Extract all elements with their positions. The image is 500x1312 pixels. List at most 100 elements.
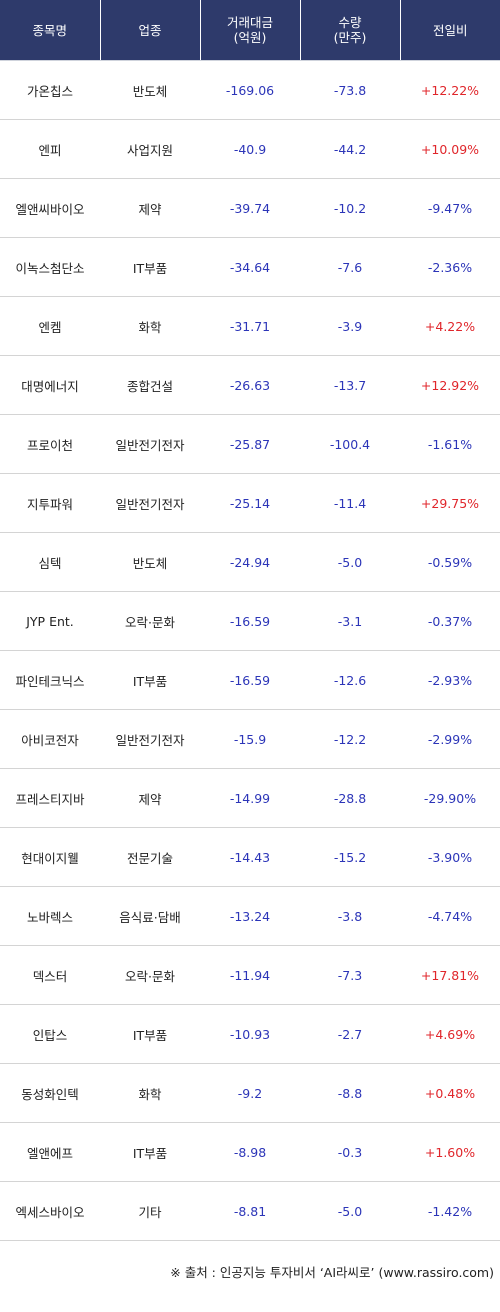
cell-change: -0.37% [400, 591, 500, 651]
cell-change: +10.09% [400, 119, 500, 179]
header-amount: 거래대금 (억원) [200, 0, 301, 61]
cell-sector: 전문기술 [100, 827, 200, 887]
cell-name: 엔켐 [0, 296, 100, 356]
cell-change: -2.36% [400, 237, 500, 297]
cell-volume: -3.9 [300, 296, 400, 356]
cell-amount: -16.59 [200, 591, 300, 651]
cell-amount: -26.63 [200, 355, 300, 415]
cell-change: -29.90% [400, 768, 500, 828]
table-row: 프로이천 일반전기전자 -25.87 -100.4 -1.61% [0, 414, 500, 474]
cell-sector: 제약 [100, 178, 200, 238]
cell-sector: 화학 [100, 1063, 200, 1123]
cell-sector: 반도체 [100, 60, 200, 120]
cell-change: -2.93% [400, 650, 500, 710]
cell-amount: -31.71 [200, 296, 300, 356]
table-row: 대명에너지 종합건설 -26.63 -13.7 +12.92% [0, 355, 500, 415]
cell-volume: -44.2 [300, 119, 400, 179]
header-sector: 업종 [100, 0, 201, 61]
cell-change: +1.60% [400, 1122, 500, 1182]
cell-change: -0.59% [400, 532, 500, 592]
cell-change: -4.74% [400, 886, 500, 946]
table-row: 덱스터 오락·문화 -11.94 -7.3 +17.81% [0, 945, 500, 1005]
cell-name: JYP Ent. [0, 591, 100, 651]
cell-volume: -10.2 [300, 178, 400, 238]
cell-sector: IT부품 [100, 237, 200, 297]
cell-sector: 반도체 [100, 532, 200, 592]
cell-amount: -16.59 [200, 650, 300, 710]
cell-name: 이녹스첨단소 [0, 237, 100, 297]
cell-amount: -8.98 [200, 1122, 300, 1182]
cell-sector: 사업지원 [100, 119, 200, 179]
table-row: 엔피 사업지원 -40.9 -44.2 +10.09% [0, 119, 500, 179]
table-row: 동성화인텍 화학 -9.2 -8.8 +0.48% [0, 1063, 500, 1123]
header-name: 종목명 [0, 0, 101, 61]
cell-change: -3.90% [400, 827, 500, 887]
header-volume-label: 수량 [338, 15, 362, 30]
cell-change: +4.22% [400, 296, 500, 356]
cell-change: +12.92% [400, 355, 500, 415]
header-row: 종목명 업종 거래대금 (억원) 수량 (만주) 전일비 [0, 0, 500, 61]
cell-volume: -5.0 [300, 1181, 400, 1241]
cell-volume: -28.8 [300, 768, 400, 828]
cell-amount: -39.74 [200, 178, 300, 238]
table-row: 노바렉스 음식료·담배 -13.24 -3.8 -4.74% [0, 886, 500, 946]
cell-name: 프로이천 [0, 414, 100, 474]
table-row: 심텍 반도체 -24.94 -5.0 -0.59% [0, 532, 500, 592]
cell-change: -9.47% [400, 178, 500, 238]
cell-volume: -3.8 [300, 886, 400, 946]
source-note: ※ 출처 : 인공지능 투자비서 ‘AI라씨로’ (www.rassiro.co… [170, 1265, 494, 1280]
cell-volume: -7.6 [300, 237, 400, 297]
cell-volume: -0.3 [300, 1122, 400, 1182]
table-row: 아비코전자 일반전기전자 -15.9 -12.2 -2.99% [0, 709, 500, 769]
cell-volume: -100.4 [300, 414, 400, 474]
cell-sector: 기타 [100, 1181, 200, 1241]
cell-change: +29.75% [400, 473, 500, 533]
table-row: 프레스티지바 제약 -14.99 -28.8 -29.90% [0, 768, 500, 828]
cell-amount: -14.43 [200, 827, 300, 887]
cell-amount: -25.87 [200, 414, 300, 474]
cell-volume: -8.8 [300, 1063, 400, 1123]
cell-amount: -9.2 [200, 1063, 300, 1123]
table-row: 엑세스바이오 기타 -8.81 -5.0 -1.42% [0, 1181, 500, 1241]
header-sector-label: 업종 [138, 22, 162, 38]
cell-name: 엑세스바이오 [0, 1181, 100, 1241]
cell-amount: -14.99 [200, 768, 300, 828]
cell-change: -1.42% [400, 1181, 500, 1241]
table-row: 엔켐 화학 -31.71 -3.9 +4.22% [0, 296, 500, 356]
cell-change: -1.61% [400, 414, 500, 474]
cell-volume: -7.3 [300, 945, 400, 1005]
cell-name: 동성화인텍 [0, 1063, 100, 1123]
cell-sector: 제약 [100, 768, 200, 828]
cell-amount: -15.9 [200, 709, 300, 769]
cell-name: 엔피 [0, 119, 100, 179]
header-amount-unit: (억원) [233, 30, 267, 45]
cell-volume: -5.0 [300, 532, 400, 592]
table-row: 가온칩스 반도체 -169.06 -73.8 +12.22% [0, 60, 500, 120]
cell-change: +12.22% [400, 60, 500, 120]
cell-name: 심텍 [0, 532, 100, 592]
cell-name: 현대이지웰 [0, 827, 100, 887]
cell-sector: IT부품 [100, 1004, 200, 1064]
cell-amount: -34.64 [200, 237, 300, 297]
stock-table: 종목명 업종 거래대금 (억원) 수량 (만주) 전일비 가온칩스 반도체 -169.0… [0, 0, 500, 1241]
header-change-label: 전일비 [432, 22, 468, 38]
header-volume-unit: (만주) [333, 30, 367, 45]
header-amount-label: 거래대금 [226, 15, 273, 30]
cell-sector: 화학 [100, 296, 200, 356]
header-name-label: 종목명 [32, 22, 67, 38]
cell-sector: IT부품 [100, 1122, 200, 1182]
cell-name: 엘앤씨바이오 [0, 178, 100, 238]
cell-sector: 일반전기전자 [100, 473, 200, 533]
cell-amount: -11.94 [200, 945, 300, 1005]
cell-amount: -8.81 [200, 1181, 300, 1241]
cell-volume: -3.1 [300, 591, 400, 651]
cell-name: 노바렉스 [0, 886, 100, 946]
cell-sector: 일반전기전자 [100, 414, 200, 474]
cell-name: 엘앤에프 [0, 1122, 100, 1182]
cell-sector: 일반전기전자 [100, 709, 200, 769]
cell-sector: 오락·문화 [100, 591, 200, 651]
cell-name: 아비코전자 [0, 709, 100, 769]
cell-change: -2.99% [400, 709, 500, 769]
cell-volume: -73.8 [300, 60, 400, 120]
cell-volume: -2.7 [300, 1004, 400, 1064]
